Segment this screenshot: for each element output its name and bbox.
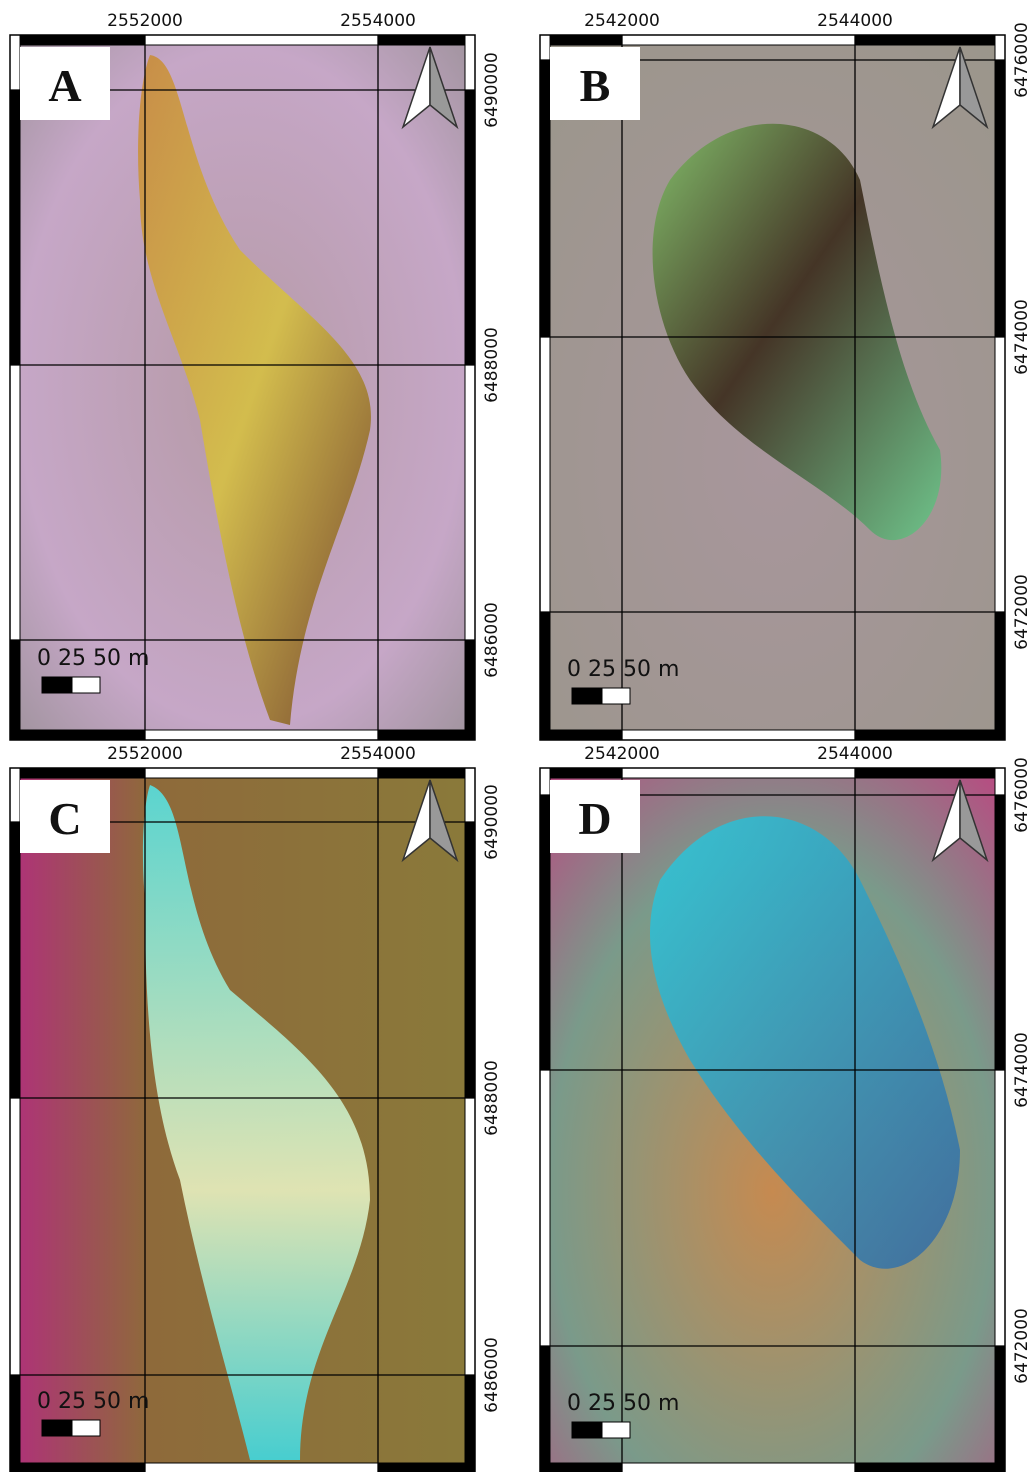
frame-band <box>145 35 378 45</box>
frame-band <box>10 1463 145 1472</box>
frame-band <box>540 60 550 337</box>
x-coordinate-label: 2554000 <box>340 744 416 764</box>
frame-band <box>10 35 20 90</box>
frame-band <box>10 1098 20 1375</box>
scale-bar <box>572 1422 602 1438</box>
scale-label: 0 25 50 m <box>37 1389 149 1414</box>
frame-band <box>10 640 20 740</box>
frame-band <box>855 35 1005 45</box>
x-coordinate-label: 2542000 <box>584 744 660 764</box>
frame-band <box>540 337 550 612</box>
x-coordinate-label: 2544000 <box>817 11 893 31</box>
frame-band <box>622 35 855 45</box>
panel-letter: C <box>48 793 81 844</box>
frame-band <box>465 365 475 640</box>
frame-band <box>622 768 855 778</box>
frame-band <box>540 612 550 740</box>
frame-band <box>10 35 145 45</box>
panel-letter: A <box>48 60 81 111</box>
frame-band <box>378 1463 475 1472</box>
scale-bar <box>602 688 630 704</box>
x-coordinate-label: 2552000 <box>107 11 183 31</box>
panel-letter: D <box>578 793 611 844</box>
x-coordinate-label: 2554000 <box>340 11 416 31</box>
frame-band <box>540 730 622 740</box>
panel-letter: B <box>580 60 611 111</box>
frame-band <box>10 768 20 822</box>
frame-band <box>540 768 622 778</box>
y-coordinate-label: 6490000 <box>482 52 502 128</box>
frame-band <box>465 1098 475 1375</box>
map-panel: 2542000 2544000 6476000 6474000 6472000 D 0 25… <box>540 744 1032 1472</box>
frame-band <box>540 35 550 60</box>
frame-band <box>995 612 1005 740</box>
frame-band <box>10 730 145 740</box>
frame-band <box>540 1070 550 1346</box>
scale-label: 0 25 50 m <box>567 657 679 682</box>
frame-band <box>995 337 1005 612</box>
scale-bar <box>602 1422 630 1438</box>
scale-label: 0 25 50 m <box>37 646 149 671</box>
y-coordinate-label: 6474000 <box>1012 299 1032 375</box>
frame-band <box>540 1463 622 1472</box>
frame-band <box>145 768 378 778</box>
x-coordinate-label: 2542000 <box>584 11 660 31</box>
frame-band <box>145 730 378 740</box>
frame-band <box>378 35 475 45</box>
frame-band <box>10 365 20 640</box>
scale-bar <box>72 677 100 693</box>
frame-band <box>995 1070 1005 1346</box>
map-panel: 2552000 2554000 6490000 6488000 6486000 A 0 25… <box>10 11 502 740</box>
scale-bar <box>42 1420 72 1436</box>
frame-band <box>855 1463 1005 1472</box>
x-coordinate-label: 2552000 <box>107 744 183 764</box>
y-coordinate-label: 6486000 <box>482 1337 502 1413</box>
frame-band <box>378 730 475 740</box>
frame-band <box>995 35 1005 60</box>
y-coordinate-label: 6486000 <box>482 602 502 678</box>
figure: 2552000 2554000 6490000 6488000 6486000 A 0 25… <box>0 0 1035 1472</box>
frame-band <box>540 1346 550 1472</box>
frame-band <box>995 795 1005 1070</box>
frame-band <box>10 822 20 1098</box>
frame-band <box>465 822 475 1098</box>
frame-band <box>10 90 20 365</box>
y-coordinate-label: 6476000 <box>1012 22 1032 98</box>
frame-band <box>378 768 475 778</box>
frame-band <box>10 1375 20 1472</box>
y-coordinate-label: 6490000 <box>482 784 502 860</box>
scale-bar <box>572 688 602 704</box>
scale-label: 0 25 50 m <box>567 1391 679 1416</box>
frame-band <box>465 35 475 90</box>
frame-band <box>465 768 475 822</box>
scale-bar <box>42 677 72 693</box>
frame-band <box>855 768 1005 778</box>
frame-band <box>995 60 1005 337</box>
frame-band <box>10 768 145 778</box>
frame-band <box>145 1463 378 1472</box>
frame-band <box>465 1375 475 1472</box>
y-coordinate-label: 6472000 <box>1012 574 1032 650</box>
frame-band <box>465 640 475 740</box>
frame-band <box>995 1346 1005 1472</box>
frame-band <box>995 768 1005 795</box>
y-coordinate-label: 6488000 <box>482 1060 502 1136</box>
frame-band <box>855 730 1005 740</box>
frame-band <box>465 90 475 365</box>
scale-bar <box>72 1420 100 1436</box>
y-coordinate-label: 6476000 <box>1012 757 1032 833</box>
frame-band <box>622 730 855 740</box>
map-panel: 2542000 2544000 6476000 6474000 6472000 B 0 25… <box>540 11 1032 740</box>
frame-band <box>540 35 622 45</box>
frame-band <box>540 768 550 795</box>
y-coordinate-label: 6472000 <box>1012 1308 1032 1384</box>
frame-band <box>540 795 550 1070</box>
y-coordinate-label: 6488000 <box>482 327 502 403</box>
map-panel: 2552000 2554000 6490000 6488000 6486000 C 0 25… <box>10 744 502 1472</box>
x-coordinate-label: 2544000 <box>817 744 893 764</box>
frame-band <box>622 1463 855 1472</box>
y-coordinate-label: 6474000 <box>1012 1032 1032 1108</box>
